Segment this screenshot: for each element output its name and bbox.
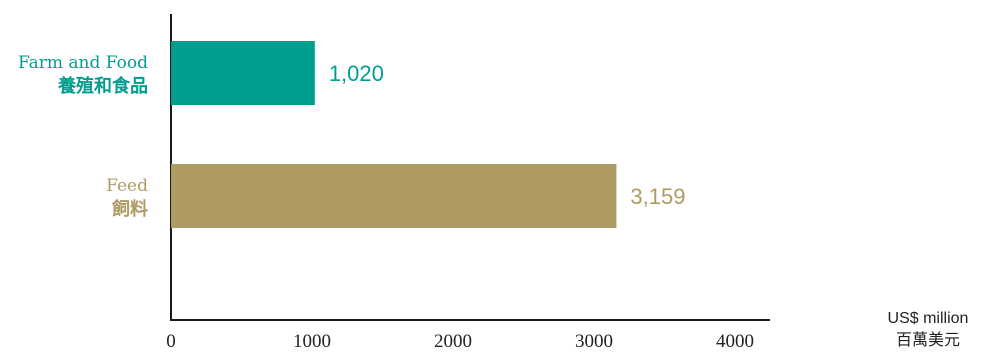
value-label-0: 1,020 [329,61,384,86]
x-tick-label-4: 4000 [716,331,754,352]
category-label-zh-0: 養殖和食品 [57,75,148,97]
unit-label-en: US$ million [888,310,969,327]
bar-0 [171,41,315,105]
bar-1 [171,164,617,228]
category-label-en-1: Feed [106,176,148,196]
x-tick-label-2: 2000 [434,331,472,352]
unit-label: US$ million 百萬美元 [888,310,969,349]
category-label-en-0: Farm and Food [18,53,148,73]
x-tick-label-3: 3000 [575,331,613,352]
unit-label-zh: 百萬美元 [896,331,960,349]
category-label-zh-1: 飼料 [111,198,148,220]
x-tick-labels: 0 1000 2000 3000 4000 [166,331,754,352]
x-tick-label-0: 0 [166,331,176,352]
value-label-1: 3,159 [630,184,685,209]
x-tick-label-1: 1000 [293,331,331,352]
bars: 1,020 3,159 [171,41,685,228]
